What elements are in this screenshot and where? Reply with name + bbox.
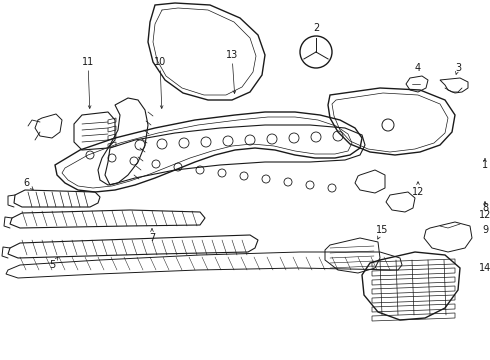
Text: 12: 12 [479, 210, 490, 220]
Text: 9: 9 [482, 225, 488, 235]
Text: 11: 11 [82, 57, 94, 67]
Text: 1: 1 [482, 160, 488, 170]
Text: 12: 12 [412, 187, 424, 197]
Text: 10: 10 [154, 57, 166, 67]
Text: 4: 4 [415, 63, 421, 73]
Text: 8: 8 [482, 203, 488, 213]
Text: 6: 6 [23, 178, 29, 188]
Text: 5: 5 [49, 260, 55, 270]
Text: 3: 3 [455, 63, 461, 73]
Text: 13: 13 [226, 50, 238, 60]
Text: 14: 14 [479, 263, 490, 273]
Text: 7: 7 [149, 233, 155, 243]
Text: 15: 15 [376, 225, 388, 235]
Text: 2: 2 [313, 23, 319, 33]
